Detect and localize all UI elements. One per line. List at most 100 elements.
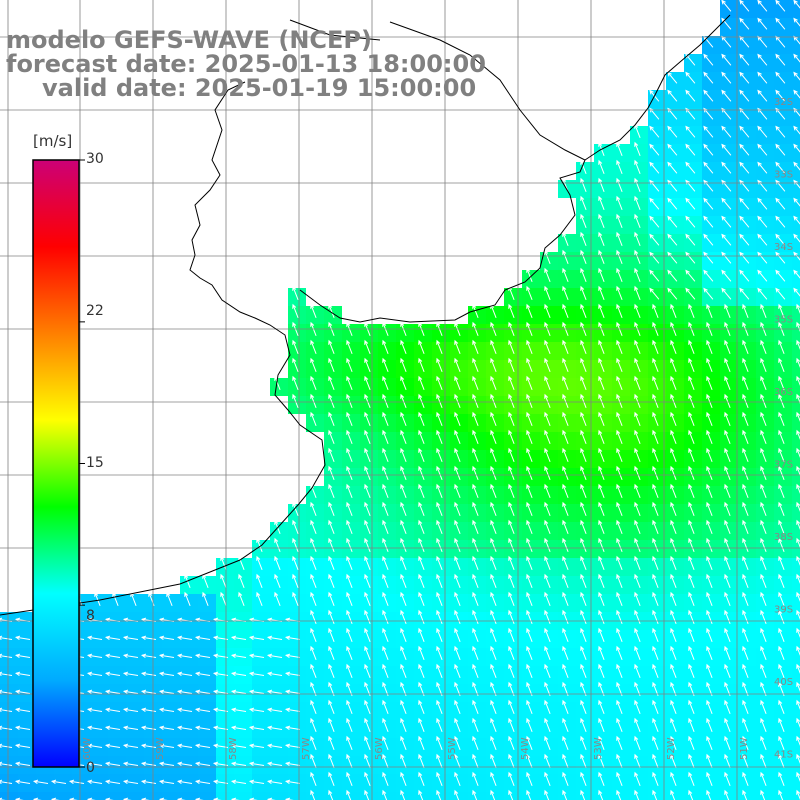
wind-cell	[792, 126, 800, 144]
wind-arrow	[634, 285, 641, 300]
wind-arrow	[721, 161, 732, 174]
wind-arrow	[652, 501, 659, 516]
wind-arrow	[472, 303, 479, 318]
wind-arrow	[166, 591, 173, 606]
wind-cell	[720, 792, 738, 800]
wind-arrow	[652, 519, 659, 534]
wind-arrow	[310, 573, 317, 588]
wind-arrow	[688, 465, 695, 480]
wind-arrow	[616, 717, 623, 732]
wind-arrow	[706, 339, 713, 354]
wind-cell	[792, 666, 800, 684]
wind-arrow	[760, 645, 767, 660]
wind-arrow	[616, 699, 623, 714]
wind-arrow	[634, 519, 641, 534]
wind-arrow	[400, 735, 407, 750]
wind-arrow	[230, 653, 247, 659]
wind-arrow	[490, 753, 497, 768]
wind-arrow	[634, 735, 641, 750]
wind-arrow	[32, 779, 49, 785]
wind-arrow	[757, 197, 768, 210]
wind-cell	[792, 558, 800, 576]
wind-arrow	[616, 141, 623, 156]
wind-arrow	[14, 635, 31, 641]
wind-arrow	[526, 393, 533, 408]
wind-arrow	[562, 627, 569, 642]
lon-label: 60W	[82, 737, 93, 760]
wind-arrow	[742, 501, 749, 516]
wind-arrow	[760, 609, 767, 624]
wind-arrow	[284, 635, 301, 641]
wind-arrow	[248, 635, 265, 641]
wind-arrow	[230, 743, 247, 749]
wind-arrow	[346, 465, 353, 480]
wind-arrow	[490, 465, 497, 480]
wind-arrow	[652, 465, 659, 480]
wind-arrow	[328, 339, 335, 354]
wind-arrow	[238, 573, 245, 588]
wind-arrow	[248, 671, 265, 677]
wind-arrow	[418, 519, 425, 534]
wind-arrow	[104, 743, 121, 749]
wind-arrow	[104, 635, 121, 641]
wind-arrow	[616, 735, 623, 750]
wind-arrow	[670, 393, 677, 408]
wind-arrow	[400, 429, 407, 444]
wind-arrow	[724, 789, 730, 800]
wind-arrow	[310, 735, 317, 750]
wind-cell	[792, 432, 800, 450]
wind-arrow	[490, 573, 497, 588]
wind-arrow	[328, 789, 334, 800]
wind-arrow	[454, 465, 461, 480]
wind-arrow	[598, 447, 605, 462]
wind-arrow	[508, 753, 515, 768]
wind-arrow	[454, 483, 461, 498]
wind-cell	[468, 792, 486, 800]
wind-arrow	[436, 609, 443, 624]
wind-arrow	[688, 339, 695, 354]
wind-arrow	[454, 339, 461, 354]
wind-arrow	[793, 233, 800, 243]
wind-arrow	[793, 269, 800, 279]
wind-arrow	[140, 725, 157, 731]
wind-arrow	[310, 303, 317, 318]
wind-arrow	[140, 689, 157, 695]
wind-cell	[792, 450, 800, 468]
wind-arrow	[86, 671, 103, 677]
wind-arrow	[346, 627, 353, 642]
wind-arrow	[703, 71, 714, 84]
wind-arrow	[634, 645, 641, 660]
wind-arrow	[472, 429, 479, 444]
wind-cell	[792, 468, 800, 486]
wind-arrow	[688, 663, 695, 678]
wind-arrow	[688, 573, 695, 588]
wind-arrow	[472, 573, 479, 588]
wind-arrow	[472, 375, 479, 390]
wind-arrow	[454, 753, 461, 768]
wind-arrow	[382, 375, 389, 390]
wind-cell	[324, 792, 342, 800]
wind-arrow	[508, 699, 515, 714]
wind-arrow	[364, 537, 371, 552]
wind-arrow	[382, 591, 389, 606]
wind-arrow	[0, 635, 13, 641]
wind-arrow	[580, 411, 587, 426]
wind-arrow	[652, 789, 658, 800]
wind-arrow	[562, 555, 569, 570]
wind-arrow	[328, 627, 335, 642]
wind-arrow	[508, 573, 515, 588]
wind-arrow	[685, 269, 696, 282]
wind-arrow	[526, 555, 533, 570]
wind-arrow	[562, 357, 569, 372]
wind-arrow	[670, 645, 677, 660]
wind-arrow	[616, 411, 623, 426]
wind-arrow	[310, 501, 317, 516]
wind-arrow	[778, 717, 785, 732]
wind-arrow	[364, 699, 371, 714]
model-title: modelo GEFS-WAVE (NCEP)	[6, 26, 372, 54]
wind-arrow	[793, 197, 800, 207]
wind-arrow	[778, 339, 785, 354]
wind-arrow	[472, 735, 479, 750]
wind-arrow	[742, 591, 749, 606]
wind-arrow	[454, 645, 461, 660]
